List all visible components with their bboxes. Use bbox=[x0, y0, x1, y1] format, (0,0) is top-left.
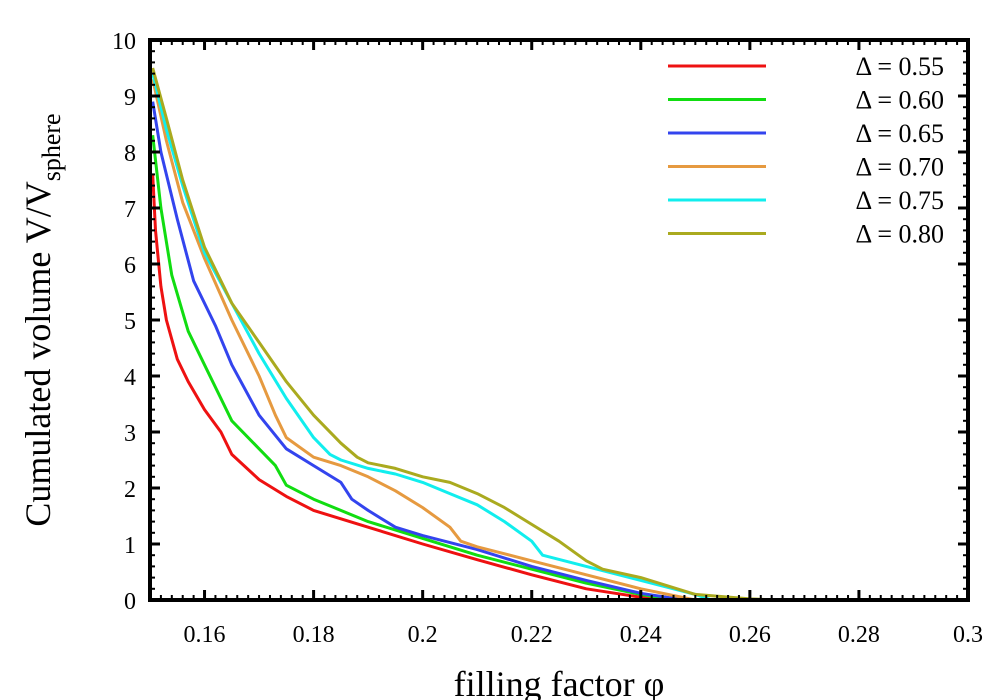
y-tick-label: 4 bbox=[124, 365, 136, 391]
y-tick-label: 8 bbox=[124, 141, 136, 167]
x-tick-label: 0.18 bbox=[293, 622, 335, 648]
series-line-3 bbox=[151, 78, 696, 602]
series-line-4 bbox=[151, 73, 713, 602]
series-line-1 bbox=[151, 135, 674, 602]
series-line-2 bbox=[151, 101, 685, 602]
axis-ticks: 0.16 0.18 0.2 0.22 0.24 0.26 0.28 0.3 0 1 2 3 4 5 6 7 8 9… bbox=[112, 29, 983, 648]
x-tick-label: 0.2 bbox=[408, 622, 438, 648]
y-tick-label: 7 bbox=[124, 197, 136, 223]
series-line-0 bbox=[151, 174, 669, 602]
series-line-5 bbox=[151, 67, 778, 602]
y-tick-label: 2 bbox=[124, 477, 136, 503]
x-tick-label: 0.28 bbox=[838, 622, 880, 648]
plot-frame bbox=[148, 38, 970, 602]
x-tick-label: 0.16 bbox=[184, 622, 226, 648]
y-tick-label: 3 bbox=[124, 421, 136, 447]
legend-label: Δ = 0.70 bbox=[856, 153, 944, 182]
y-tick-label: 5 bbox=[124, 309, 136, 335]
y-tick-label: 6 bbox=[124, 253, 136, 279]
y-tick-label: 0 bbox=[124, 589, 136, 615]
legend-label: Δ = 0.75 bbox=[856, 186, 944, 215]
legend-label: Δ = 0.60 bbox=[856, 86, 944, 115]
y-tick-label: 1 bbox=[124, 533, 136, 559]
x-tick-label: 0.3 bbox=[953, 622, 983, 648]
legend-label: Δ = 0.80 bbox=[856, 220, 944, 249]
legend-label: Δ = 0.65 bbox=[856, 119, 944, 148]
y-axis-label-main: Cumulated volume V/V bbox=[18, 181, 58, 526]
x-axis-label: filling factor φ bbox=[454, 664, 665, 700]
x-tick-label: 0.22 bbox=[511, 622, 553, 648]
y-tick-label: 10 bbox=[112, 29, 136, 55]
y-axis-label: Cumulated volume V/Vsphere bbox=[18, 113, 66, 526]
y-axis-label-subscript: sphere bbox=[37, 113, 66, 181]
y-tick-label: 9 bbox=[124, 85, 136, 111]
legend-label: Δ = 0.55 bbox=[856, 52, 944, 81]
x-tick-label: 0.24 bbox=[620, 622, 662, 648]
x-tick-label: 0.26 bbox=[729, 622, 771, 648]
legend: Δ = 0.55 Δ = 0.60 Δ = 0.65 Δ = 0.70 Δ = 0.75… bbox=[668, 52, 944, 249]
chart-marks bbox=[151, 67, 778, 602]
